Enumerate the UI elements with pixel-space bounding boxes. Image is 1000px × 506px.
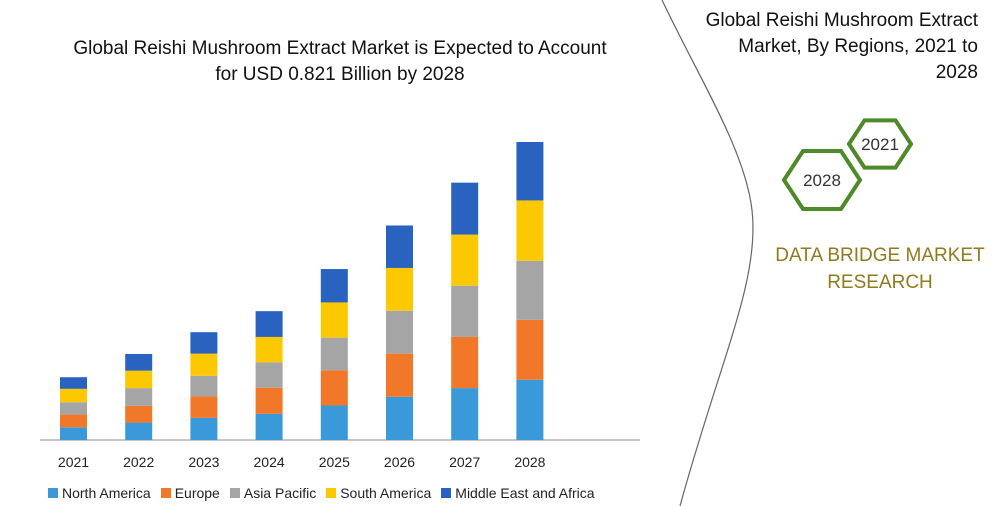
chart-title-line: for USD 0.821 Billion by 2028 [215,64,465,85]
side-title-line: Global Reishi Mushroom Extract [705,10,978,31]
x-tick-label: 2024 [254,454,285,470]
x-tick-label: 2028 [514,454,545,470]
bar-segment-north-america-2027 [451,388,479,440]
legend-label: Europe [174,485,220,501]
legend-label: Asia Pacific [243,485,317,501]
bar-segment-middle-east-and-africa-2023 [190,332,218,354]
chart-title-line: Global Reishi Mushroom Extract Market is… [73,38,607,59]
bar-segment-asia-pacific-2026 [386,310,413,354]
bar-segment-middle-east-and-africa-2028 [516,142,544,201]
bar-segment-europe-2022 [125,405,153,423]
bar-segment-asia-pacific-2022 [125,388,153,406]
bar-segment-europe-2026 [386,353,413,397]
bar-segment-south-america-2023 [190,353,218,376]
bar-segment-south-america-2021 [60,388,87,403]
bar-segment-north-america-2021 [60,427,87,440]
bar-segment-south-america-2025 [320,302,348,338]
bar-segment-north-america-2022 [125,422,153,440]
bar-segment-middle-east-and-africa-2024 [255,311,283,337]
bar-segment-asia-pacific-2023 [190,375,218,397]
x-tick-label: 2026 [384,454,415,470]
bar-segment-north-america-2024 [255,413,283,440]
legend-item: North America [48,485,151,501]
legend-item: Europe [160,485,220,501]
x-tick-label: 2027 [449,454,480,470]
bar-segment-asia-pacific-2024 [255,362,283,388]
bar-segment-asia-pacific-2021 [60,402,87,415]
legend-label: North America [62,485,151,501]
x-tick-label: 2021 [58,454,89,470]
legend-item: Middle East and Africa [441,485,595,501]
legend-swatch [326,488,337,498]
legend-swatch [160,488,171,498]
bar-segment-north-america-2025 [320,405,348,440]
legend-item: Asia Pacific [229,485,317,501]
hexagon-2021-label: 2021 [861,135,899,154]
divider-curve [661,0,754,506]
bar-segment-middle-east-and-africa-2022 [125,353,153,371]
bar-segment-south-america-2022 [125,370,153,389]
bar-segment-europe-2021 [60,414,87,428]
bar-segment-asia-pacific-2025 [320,337,348,371]
bar-segment-south-america-2027 [451,234,479,286]
legend-swatch [229,488,240,498]
chart-title: Global Reishi Mushroom Extract Market is… [40,36,640,88]
bar-segment-middle-east-and-africa-2026 [386,225,413,268]
bar-segment-middle-east-and-africa-2027 [451,182,479,235]
bar-segment-south-america-2028 [516,200,544,261]
brand-line: RESEARCH [827,272,933,293]
bar-segment-europe-2028 [516,319,544,380]
legend-label: Middle East and Africa [455,485,595,501]
legend: North America Europe Asia Pacific South Ame… [48,485,595,501]
bar-segment-asia-pacific-2028 [516,260,544,320]
bar-segment-middle-east-and-africa-2025 [320,269,348,303]
hexagon-2028-label: 2028 [803,171,841,190]
legend-swatch [441,488,452,498]
bar-segment-europe-2024 [255,387,283,414]
bar-segment-north-america-2028 [516,379,544,440]
bar-segment-europe-2025 [320,370,348,406]
hexagon-2028 [781,149,863,211]
legend-item: South America [326,485,431,501]
bar-segment-north-america-2026 [386,396,413,440]
bar-segment-north-america-2023 [190,417,218,440]
x-tick-label: 2023 [188,454,219,470]
bar-segment-south-america-2026 [386,267,413,311]
x-tick-label: 2022 [123,454,154,470]
hexagon-2021 [846,118,914,170]
side-title-line: 2028 [935,62,978,83]
bar-segment-europe-2027 [451,336,479,389]
brand-line: DATA BRIDGE MARKET [775,245,985,266]
x-tick-label: 2025 [319,454,350,470]
side-title-line: Market, By Regions, 2021 to [738,36,978,57]
side-title: Global Reishi Mushroom Extract Market, B… [678,8,978,86]
bar-segment-south-america-2024 [255,336,283,363]
bar-segment-asia-pacific-2027 [451,285,479,337]
brand-logo-text: DATA BRIDGE MARKET RESEARCH [770,242,990,296]
legend-swatch [48,488,58,498]
bar-segment-europe-2023 [190,396,218,418]
bar-segment-middle-east-and-africa-2021 [60,377,87,389]
legend-label: South America [340,485,432,501]
